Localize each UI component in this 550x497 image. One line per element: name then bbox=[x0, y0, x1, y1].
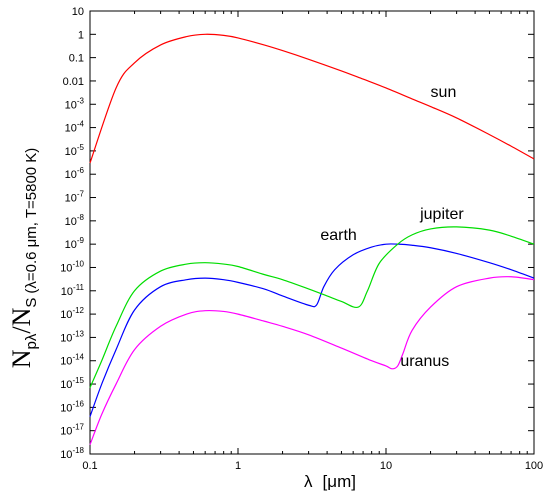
y-tick-label: 10-16 bbox=[60, 399, 84, 414]
y-tick-label: 10-4 bbox=[65, 120, 85, 135]
y-axis-label: Npλ/NS (λ=0.6 μm, T=5800 K) bbox=[7, 148, 40, 369]
series-line-sun bbox=[89, 33, 535, 164]
x-axis-symbol: λ bbox=[304, 472, 313, 491]
y-tick-power: -4 bbox=[77, 120, 85, 129]
y-tick-label: 10-12 bbox=[60, 306, 84, 321]
y-tick-label: 10-17 bbox=[60, 423, 84, 438]
y-tick-base: 10 bbox=[61, 286, 73, 298]
y-tick-base: 10 bbox=[65, 216, 77, 228]
y-tick-base: 10 bbox=[65, 146, 77, 158]
y-tick-base: 10 bbox=[60, 402, 72, 414]
y-tick-label: 10-13 bbox=[60, 329, 84, 344]
series-lines bbox=[89, 33, 535, 445]
y-tick-power: -13 bbox=[72, 329, 84, 338]
plot-area: 1010.10.0110-310-410-510-610-710-810-910… bbox=[60, 6, 543, 472]
y-axis-ticks: 1010.10.0110-310-410-510-610-710-810-910… bbox=[60, 6, 534, 461]
y-label-denominator-sub: S bbox=[23, 298, 40, 308]
y-tick-power: -11 bbox=[73, 283, 85, 292]
y-tick-power: -3 bbox=[77, 96, 85, 105]
series-labels: sun earth jupiter uranus bbox=[320, 84, 464, 370]
y-tick-label: 10-10 bbox=[60, 259, 84, 274]
y-tick-base: 10 bbox=[65, 169, 77, 181]
y-tick-power: -6 bbox=[77, 166, 85, 175]
y-tick-base: 10 bbox=[65, 123, 77, 135]
y-tick-power: -5 bbox=[77, 143, 85, 152]
x-tick-label: 0.1 bbox=[82, 460, 97, 472]
y-tick-label: 10-11 bbox=[61, 283, 85, 298]
x-tick-label: 1 bbox=[235, 460, 241, 472]
y-label-condition: (λ=0.6 μm, T=5800 K) bbox=[23, 148, 40, 294]
y-tick-label: 0.01 bbox=[63, 76, 84, 88]
y-tick-label: 10-3 bbox=[65, 96, 85, 111]
y-tick-label: 10-14 bbox=[60, 353, 84, 368]
y-tick-base: 10 bbox=[60, 449, 72, 461]
y-tick-base: 10 bbox=[60, 332, 72, 344]
y-tick-power: -8 bbox=[77, 213, 85, 222]
x-tick-label: 10 bbox=[380, 460, 392, 472]
y-tick-power: -14 bbox=[72, 353, 84, 362]
y-tick-base: 10 bbox=[65, 239, 77, 251]
y-tick-base: 10 bbox=[60, 309, 72, 321]
y-tick-base: 10 bbox=[65, 193, 77, 205]
y-tick-label: 10-8 bbox=[65, 213, 85, 228]
y-tick-base: 10 bbox=[60, 262, 72, 274]
series-label-uranus: uranus bbox=[400, 353, 449, 370]
plot-frame bbox=[89, 10, 535, 455]
y-tick-label: 10-6 bbox=[65, 166, 85, 181]
x-axis-label: λ [μm] bbox=[304, 472, 356, 491]
y-tick-power: -18 bbox=[72, 446, 84, 455]
y-tick-base: 10 bbox=[60, 426, 72, 438]
y-tick-power: -10 bbox=[72, 259, 84, 268]
y-tick-label: 1 bbox=[78, 29, 84, 41]
series-label-jupiter: jupiter bbox=[419, 206, 464, 223]
y-tick-base: 10 bbox=[60, 356, 72, 368]
y-tick-label: 10-18 bbox=[60, 446, 84, 461]
y-tick-power: -12 bbox=[72, 306, 84, 315]
y-tick-power: -9 bbox=[77, 236, 85, 245]
series-line-uranus bbox=[89, 276, 535, 445]
y-label-main: N bbox=[7, 349, 36, 368]
y-tick-power: -15 bbox=[72, 376, 84, 385]
y-tick-power: -16 bbox=[72, 399, 84, 408]
x-axis-ticks: 0.1 1 10 100 bbox=[82, 11, 543, 472]
series-line-earth bbox=[89, 243, 535, 417]
y-tick-base: 10 bbox=[65, 99, 77, 111]
y-tick-label: 10-15 bbox=[60, 376, 84, 391]
y-label-main-sub: pλ bbox=[23, 333, 40, 349]
series-label-sun: sun bbox=[431, 84, 457, 101]
y-tick-power: -17 bbox=[72, 423, 84, 432]
y-tick-label: 10-5 bbox=[65, 143, 85, 158]
y-tick-base: 10 bbox=[60, 379, 72, 391]
x-axis-unit: [μm] bbox=[323, 472, 356, 491]
x-tick-label: 100 bbox=[525, 460, 543, 472]
y-tick-label: 0.1 bbox=[69, 53, 84, 65]
y-tick-label: 10 bbox=[72, 6, 84, 18]
series-line-jupiter bbox=[89, 226, 535, 388]
y-tick-power: -7 bbox=[77, 190, 85, 199]
series-label-earth: earth bbox=[320, 227, 356, 244]
y-label-slash: /N bbox=[7, 307, 36, 333]
y-tick-label: 10-7 bbox=[65, 190, 85, 205]
y-tick-label: 10-9 bbox=[65, 236, 85, 251]
